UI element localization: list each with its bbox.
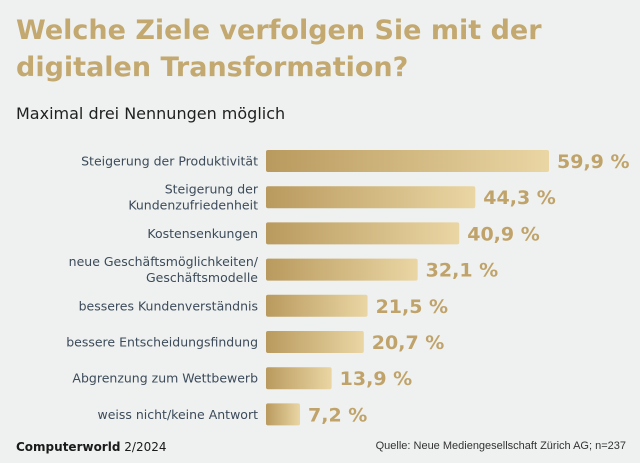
bars-group: Steigerung der Produktivität 59,9 % Steige… (66, 150, 630, 426)
bar-6 (266, 331, 364, 353)
value-label-8: 7,2 % (308, 404, 367, 426)
category-label-6: bessere Entscheidungsfindung (66, 335, 258, 350)
chart-title-line-2: digitalen Transformation? (16, 52, 409, 83)
footer-brand: Computerworld 2/2024 (16, 440, 166, 454)
value-label-1: 59,9 % (557, 151, 630, 173)
source-note: Quelle: Neue Mediengesellschaft Zürich A… (375, 440, 626, 452)
value-label-2: 44,3 % (483, 187, 556, 209)
brand-name: Computerworld (16, 440, 121, 454)
bar-2 (266, 186, 476, 209)
value-label-4: 32,1 % (426, 260, 499, 282)
bar-5 (266, 294, 368, 317)
category-label-8: weiss nicht/keine Antwort (97, 407, 258, 422)
value-label-6: 20,7 % (372, 332, 445, 354)
bar-7 (266, 367, 332, 390)
chart-subtitle: Maximal drei Nennungen möglich (16, 104, 286, 123)
value-label-5: 21,5 % (376, 296, 449, 318)
category-label-7: Abgrenzung zum Wettbewerb (72, 371, 258, 386)
bar-3 (266, 222, 460, 245)
issue-number: 2/2024 (124, 440, 167, 454)
chart-title-line-1: Welche Ziele verfolgen Sie mit der (16, 15, 542, 46)
category-label-2: Steigerung der Kundenzufriedenheit (128, 182, 259, 213)
category-label-4: neue Geschäftsmöglichkeiten/Geschäftsmod… (69, 254, 259, 285)
bar-1 (266, 150, 549, 172)
bar-4 (266, 258, 418, 281)
category-label-1: Steigerung der Produktivität (81, 154, 258, 169)
bar-chart: Steigerung der Produktivität 59,9 % Steige… (66, 150, 630, 426)
value-label-3: 40,9 % (467, 223, 540, 245)
category-label-3: Kostensenkungen (147, 226, 258, 241)
bar-8 (266, 403, 301, 426)
chart-title: Welche Ziele verfolgen Sie mit der digit… (16, 12, 626, 86)
value-label-7: 13,9 % (340, 368, 413, 390)
category-label-5: besseres Kundenverständnis (79, 298, 258, 313)
